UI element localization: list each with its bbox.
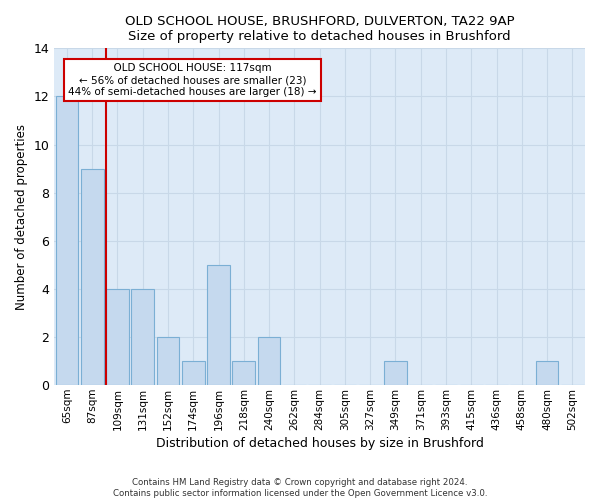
Bar (536, 361, 559, 385)
Bar (131, 289, 154, 385)
Bar (81, 168, 104, 385)
Title: OLD SCHOOL HOUSE, BRUSHFORD, DULVERTON, TA22 9AP
Size of property relative to de: OLD SCHOOL HOUSE, BRUSHFORD, DULVERTON, … (125, 15, 514, 43)
Bar (157, 337, 179, 385)
X-axis label: Distribution of detached houses by size in Brushford: Distribution of detached houses by size … (156, 437, 484, 450)
Bar (232, 361, 255, 385)
Bar (384, 361, 407, 385)
Bar (56, 96, 78, 385)
Y-axis label: Number of detached properties: Number of detached properties (15, 124, 28, 310)
Text: Contains HM Land Registry data © Crown copyright and database right 2024.
Contai: Contains HM Land Registry data © Crown c… (113, 478, 487, 498)
Bar (106, 289, 129, 385)
Text: OLD SCHOOL HOUSE: 117sqm  
← 56% of detached houses are smaller (23)
44% of semi: OLD SCHOOL HOUSE: 117sqm ← 56% of detach… (68, 64, 317, 96)
Bar (258, 337, 280, 385)
Bar (207, 265, 230, 385)
Bar (182, 361, 205, 385)
